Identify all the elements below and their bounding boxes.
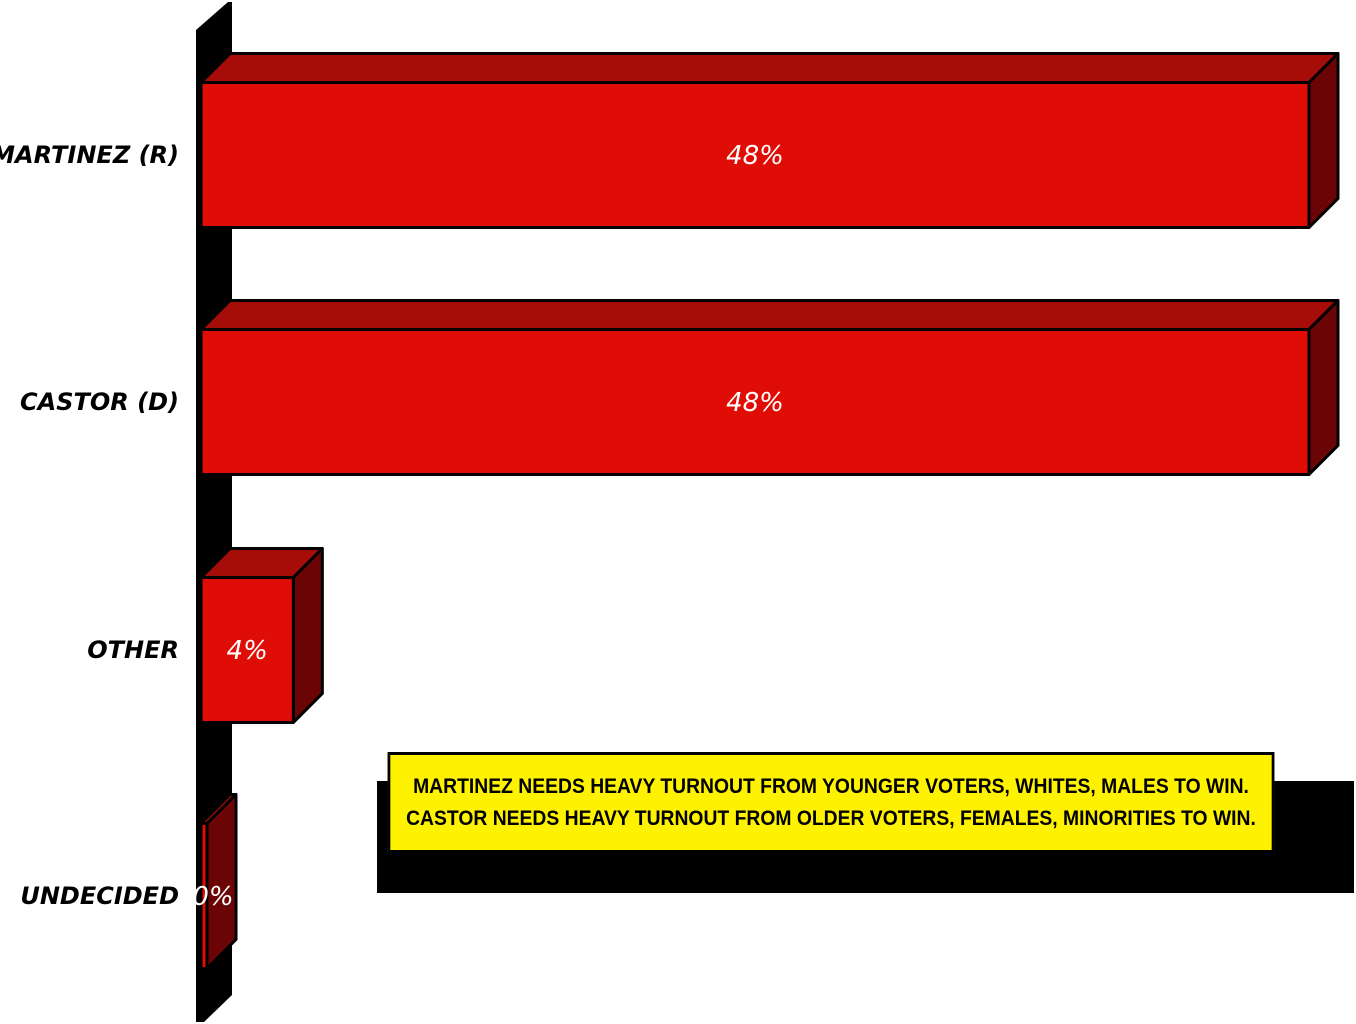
category-label-3: UNDECIDED [20,882,179,910]
bar-3 [199,822,209,970]
bar-top-0 [199,52,1340,84]
bar-side-0 [1307,52,1340,229]
bar-2 [199,576,295,724]
bar-side-1 [1307,299,1340,476]
axis-wall [196,2,232,1022]
callout-line-1: MARTINEZ NEEDS HEAVY TURNOUT FROM YOUNGE… [413,774,1249,798]
callout-line-2: CASTOR NEEDS HEAVY TURNOUT FROM OLDER VO… [406,806,1256,830]
callout-box: MARTINEZ NEEDS HEAVY TURNOUT FROM YOUNGE… [387,752,1275,853]
bar-top-1 [199,299,1340,331]
value-label-3: 0% [192,882,233,912]
value-label-0: 48% [726,141,784,171]
bar-side-2 [291,547,324,724]
bar-0 [199,81,1311,229]
bar-1 [199,328,1311,476]
category-label-0: MARTINEZ (R) [0,141,179,169]
value-label-2: 4% [227,636,268,666]
value-label-1: 48% [726,388,784,418]
category-label-1: CASTOR (D) [20,388,179,416]
category-label-2: OTHER [87,636,179,664]
